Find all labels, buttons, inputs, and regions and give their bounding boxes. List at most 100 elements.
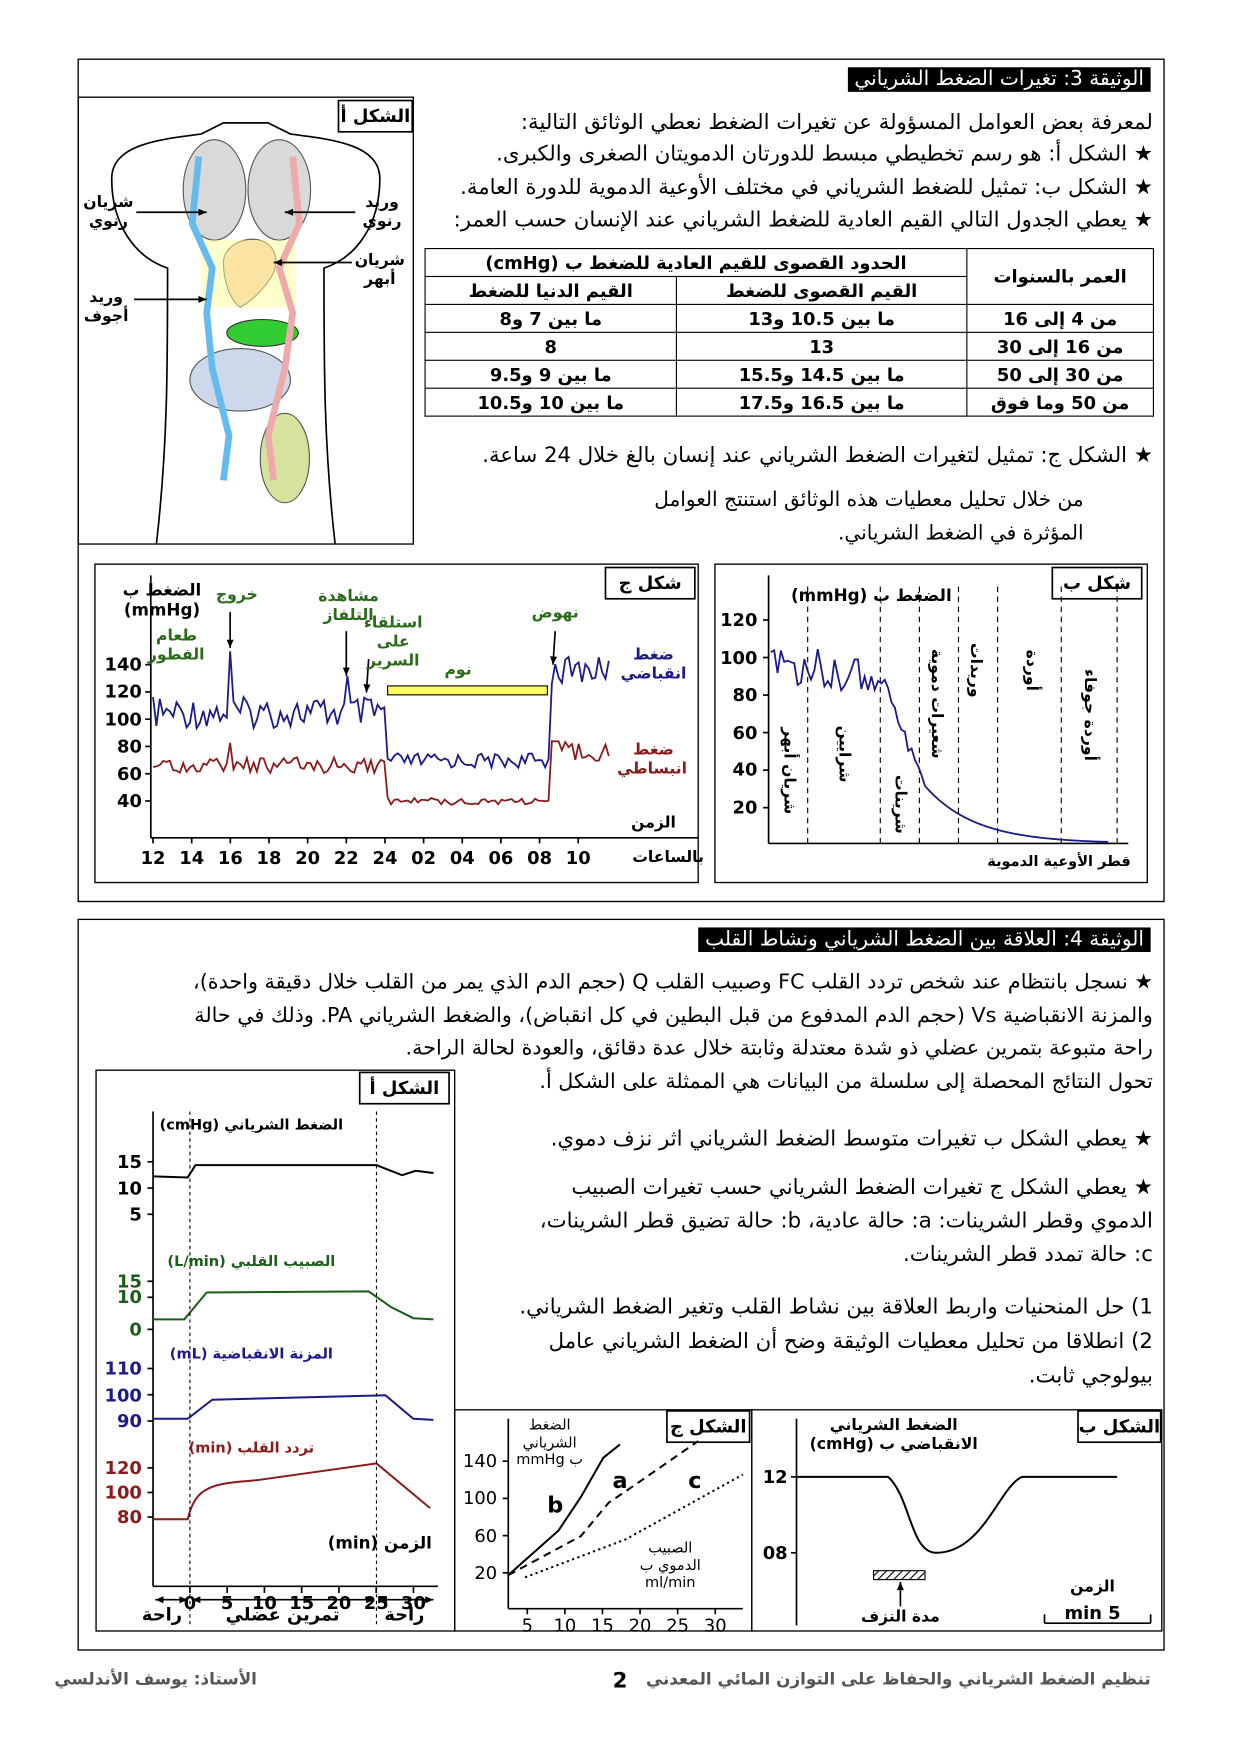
table-row: من 4 إلى 16 ما بين 10.5 و13 ما بين 7 و8 <box>424 303 1154 333</box>
axis-label: الزمن (min) <box>327 1532 432 1553</box>
figure-frame <box>751 1409 1163 1632</box>
x-tick-label: 25 <box>363 1592 389 1614</box>
table-row: من 16 إلى 30 13 8 <box>424 331 1154 361</box>
heart-rate-curve <box>153 1462 431 1521</box>
y-tick-label: 0 <box>129 1318 142 1340</box>
arrow-head <box>198 295 207 303</box>
x-tick-label: 20 <box>326 1592 352 1614</box>
axis-label: الضغط الشرياني ب mmHg <box>516 1417 583 1469</box>
x-tick-label: 10 <box>565 847 591 869</box>
series-label: ضغط انقباضي <box>620 645 687 683</box>
arrow-head <box>896 1581 904 1591</box>
y-tick-label: 10 <box>117 1177 142 1199</box>
y-tick-label: 20 <box>732 796 758 819</box>
y-tick-label: 10 <box>117 1286 142 1308</box>
x-tick-label: 10 <box>251 1592 277 1614</box>
figure-label-box <box>1051 566 1143 600</box>
axis-label: قطر الأوعية الدموية <box>987 853 1131 871</box>
curve-b <box>507 1443 621 1576</box>
footer-text: الأستاذ: يوسف الأندلسي <box>54 1668 257 1690</box>
y-tick-label: 60 <box>732 721 758 744</box>
y-tick-label: 5 <box>129 1203 142 1225</box>
y-tick-label: 140 <box>104 653 142 676</box>
table-cell: 13 <box>675 331 968 361</box>
body-outline <box>110 122 381 545</box>
figure-frame <box>95 1069 456 1632</box>
arrow-head <box>550 656 557 665</box>
table-cell: ما بين 14.5 و15.5 <box>675 359 968 389</box>
x-tick-label: 5 <box>521 1614 533 1636</box>
region-label: وريدات <box>966 642 985 698</box>
stroke-volume-curve <box>153 1394 434 1421</box>
y-tick-label: 100 <box>462 1487 498 1509</box>
artery <box>264 156 303 481</box>
table-cell: ما بين 10 و10.5 <box>424 387 678 417</box>
curve-label: b <box>547 1491 564 1519</box>
question: 1) حل المنحنيات واربط العلاقة بين نشاط ا… <box>519 1294 1153 1319</box>
region-label: أوردة جوفاء <box>1080 668 1099 761</box>
arrow-head <box>378 1596 387 1604</box>
y-tick-label: 08 <box>762 1542 788 1564</box>
arrow-head <box>192 1596 201 1604</box>
y-tick-label: 140 <box>462 1450 498 1472</box>
figure-frame <box>714 563 1148 884</box>
table-header: الحدود القصوى للقيم العادية للضغط ب (cmH… <box>424 248 968 278</box>
curve-c <box>524 1473 744 1579</box>
y-tick-label: 60 <box>474 1524 498 1547</box>
x-tick-label: 14 <box>179 847 205 869</box>
curve-label: c <box>688 1466 702 1494</box>
bleed-period <box>873 1570 926 1581</box>
y-tick-label: 20 <box>474 1562 498 1584</box>
arrow-head <box>342 667 350 676</box>
paragraph: لمعرفة بعض العوامل المسؤولة عن تغيرات ال… <box>520 110 1153 135</box>
figure-label-box <box>604 566 696 600</box>
y-tick-label: 12 <box>762 1466 788 1488</box>
axis-label: الصبيب الدموي ب ml/min <box>639 1540 701 1592</box>
pressure-curve <box>770 648 1109 843</box>
table-cell: ما بين 16.5 و17.5 <box>675 387 968 417</box>
anatomy-label: شريان أبهر <box>354 251 405 289</box>
x-tick-label: 10 <box>553 1614 577 1636</box>
figure-label: الشكل أ <box>369 1077 440 1099</box>
figure-label-box <box>337 99 414 133</box>
y-tick-label: 60 <box>117 762 142 785</box>
region-label: أوردة <box>1022 649 1041 691</box>
axis-label: الزمن <box>631 813 676 832</box>
curve-label: a <box>612 1466 628 1494</box>
x-tick-label: 25 <box>666 1614 690 1636</box>
bullet: c: حالة تمدد قطر الشرينات. <box>903 1241 1153 1267</box>
sleep-bar <box>387 685 548 696</box>
x-tick-label: 5 <box>220 1592 234 1614</box>
output-curve <box>153 1290 434 1321</box>
paragraph: راحة متبوعة بتمرين عضلي ذو شدة معتدلة وث… <box>405 1036 1153 1061</box>
event-label: خروج <box>215 586 258 604</box>
y-tick-label: 40 <box>117 790 142 812</box>
curve-a <box>507 1440 699 1577</box>
event-label: نوم <box>444 660 472 679</box>
axis-label: الضغط الشرياني الانقباضي ب (cmHg) <box>809 1416 978 1454</box>
table-cell: من 16 إلى 30 <box>966 331 1154 361</box>
x-tick-label: 16 <box>217 847 243 869</box>
scale-label: 5 min <box>1064 1602 1121 1624</box>
arrow-head <box>226 639 234 648</box>
x-tick-label: 20 <box>295 847 321 869</box>
x-tick-label: 18 <box>256 847 282 869</box>
y-tick-label: 80 <box>117 735 142 757</box>
arrow-head <box>198 208 207 216</box>
x-tick-label: 24 <box>372 847 398 869</box>
x-tick-label: 15 <box>289 1592 315 1614</box>
y-tick-label: 110 <box>104 1357 142 1379</box>
axis-label: الضغط ب (mmHg) <box>122 579 202 621</box>
x-tick-label: 02 <box>411 847 437 869</box>
x-tick-label: 0 <box>183 1592 197 1614</box>
anatomy-label: وريد رنوي <box>362 193 402 231</box>
table-header: القيم القصوى للضغط <box>675 275 968 305</box>
table-cell: من 4 إلى 16 <box>966 303 1154 333</box>
panel-label: تردد القلب (min) <box>188 1440 315 1457</box>
table-header: العمر بالسنوات <box>966 248 1154 305</box>
panel-label: الضغط الشرياني (cmHg) <box>159 1117 344 1135</box>
phase-label: راحة <box>141 1603 183 1625</box>
y-tick-label: 120 <box>104 1457 142 1479</box>
liver <box>226 318 299 347</box>
